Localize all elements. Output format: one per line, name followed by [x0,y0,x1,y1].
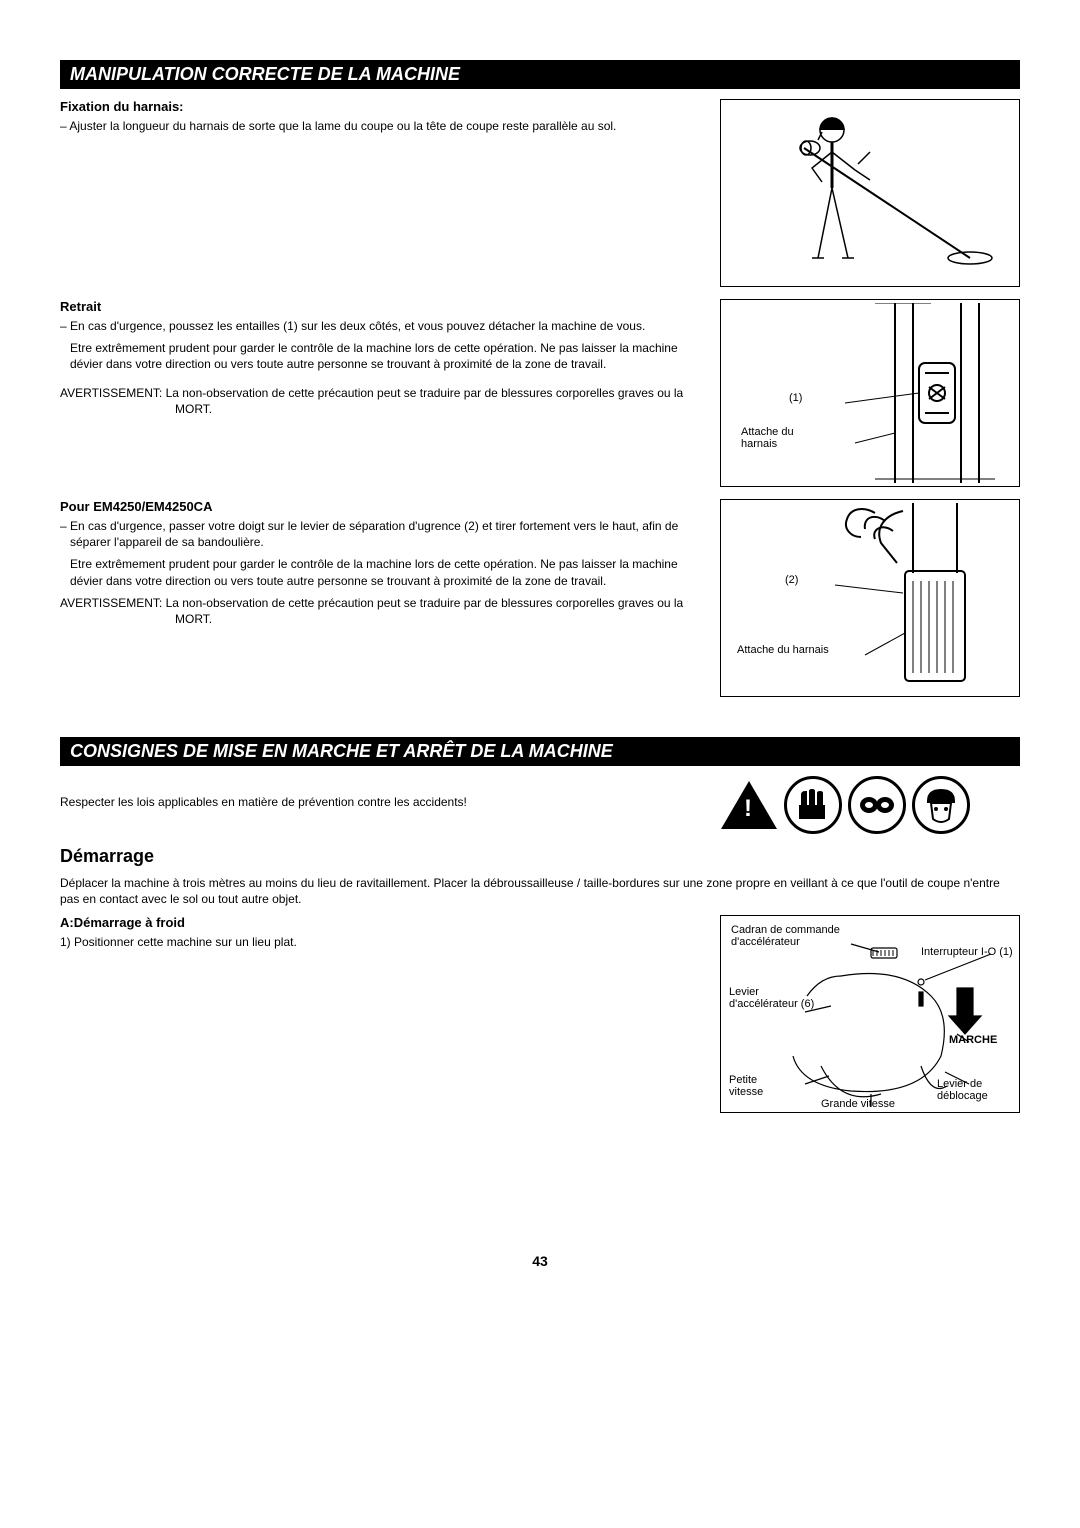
block-fixation: Fixation du harnais: – Ajuster la longue… [60,99,1020,287]
cold-start-step1: 1) Positionner cette machine sur un lieu… [60,934,700,950]
retrait-p2: Etre extrêmement prudent pour garder le … [60,340,700,372]
figure-person-with-trimmer [720,99,1020,287]
em4250-p2: Etre extrêmement prudent pour garder le … [60,556,700,588]
section-header-1: MANIPULATION CORRECTE DE LA MACHINE [60,60,1020,89]
accident-law-text: Respecter les lois applicables en matièr… [60,794,700,810]
block-retrait: Retrait – En cas d'urgence, poussez les … [60,299,1020,487]
fig2-label: Attache du harnais [741,426,821,450]
em4250-title: Pour EM4250/EM4250CA [60,499,700,514]
fixation-text: – Ajuster la longueur du harnais de sort… [60,118,700,134]
label-levier: Levier d'accélérateur (6) [729,986,829,1010]
figure-strap-release: (2) Attache du harnais [720,499,1020,697]
retrait-p1: – En cas d'urgence, poussez les entaille… [60,318,700,334]
em4250-warning: AVERTISSEMENT: La non-observation de cet… [60,595,700,627]
label-marche: MARCHE [949,1034,997,1046]
retrait-title: Retrait [60,299,700,314]
fig2-num: (1) [789,392,802,404]
gloves-icon [784,776,842,834]
figure-throttle-handle: Cadran de commande d'accélérateur Interr… [720,915,1020,1113]
label-petite: Petite vitesse [729,1074,779,1098]
warning-triangle-icon [720,776,778,834]
label-cadran: Cadran de commande d'accélérateur [731,924,861,948]
page-number: 43 [60,1253,1020,1269]
cold-start-row: A:Démarrage à froid 1) Positionner cette… [60,915,1020,1113]
label-grande: Grande vitesse [821,1098,895,1110]
label-deblocage: Levier de déblocage [937,1078,1007,1102]
fig3-num: (2) [785,574,798,586]
intro-row: Respecter les lois applicables en matièr… [60,776,1020,834]
fig3-label: Attache du harnais [737,644,847,656]
em4250-p1: – En cas d'urgence, passer votre doigt s… [60,518,700,550]
fixation-title: Fixation du harnais: [60,99,700,114]
retrait-warning: AVERTISSEMENT: La non-observation de cet… [60,385,700,417]
safety-icons-row [720,776,1020,834]
demarrage-title: Démarrage [60,846,1020,867]
figure-harness-clip: (1) Attache du harnais [720,299,1020,487]
goggles-icon [848,776,906,834]
section-header-2: CONSIGNES DE MISE EN MARCHE ET ARRÊT DE … [60,737,1020,766]
block-em4250: Pour EM4250/EM4250CA – En cas d'urgence,… [60,499,1020,697]
helmet-face-icon [912,776,970,834]
cold-start-title: A:Démarrage à froid [60,915,700,930]
label-interrupteur: Interrupteur I-O (1) [921,946,1021,958]
demarrage-intro: Déplacer la machine à trois mètres au mo… [60,875,1020,907]
